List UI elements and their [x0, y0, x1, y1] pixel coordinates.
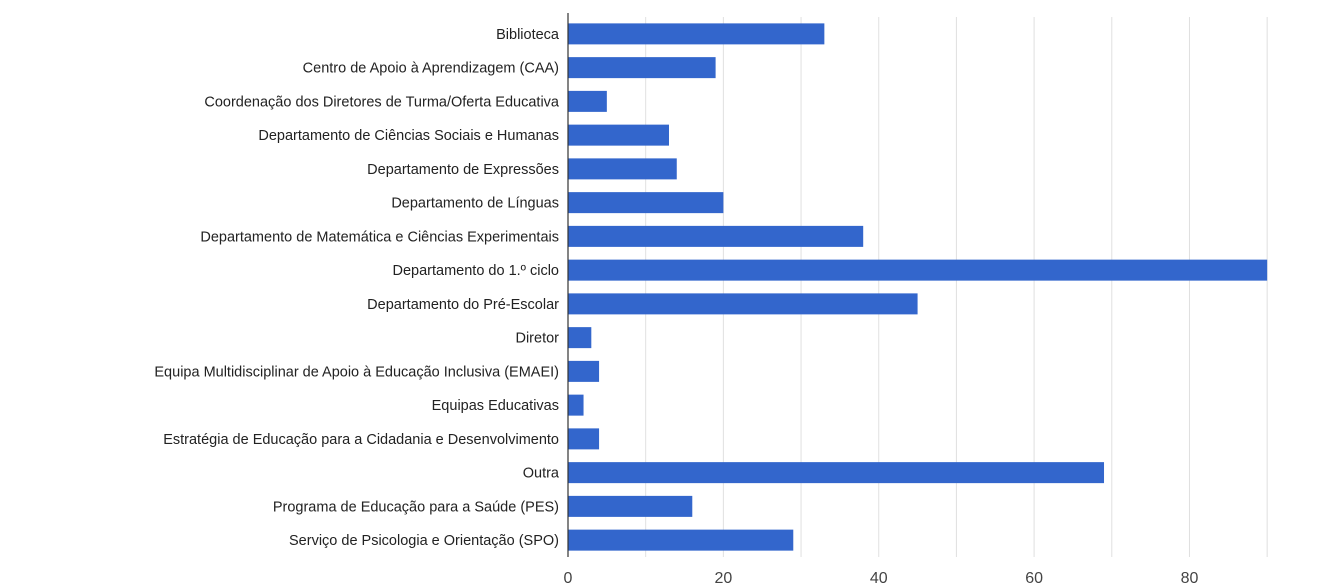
category-label: Departamento do 1.º ciclo [393, 263, 560, 279]
category-label: Departamento do Pré-Escolar [367, 297, 559, 313]
gridlines [645, 17, 1268, 557]
category-label: Departamento de Matemática e Ciências Ex… [200, 229, 559, 245]
x-tick-label: 60 [1025, 570, 1043, 585]
x-tick-label: 40 [870, 570, 888, 585]
category-label: Coordenação dos Diretores de Turma/Ofert… [204, 94, 560, 110]
category-label: Equipa Multidisciplinar de Apoio à Educa… [154, 364, 559, 380]
bar [568, 90, 607, 112]
x-tick-label: 80 [1181, 570, 1199, 585]
bar [568, 57, 716, 79]
category-label: Estratégia de Educação para a Cidadania … [163, 432, 559, 448]
x-tick-labels: 0 20 40 60 80 [564, 570, 1199, 585]
category-label: Departamento de Expressões [367, 162, 559, 178]
category-label: Biblioteca [496, 27, 560, 43]
category-label: Diretor [515, 331, 559, 347]
bar [568, 462, 1105, 484]
category-label: Serviço de Psicologia e Orientação (SPO) [289, 533, 559, 549]
category-label: Departamento de Ciências Sociais e Human… [258, 128, 559, 144]
bar [568, 327, 592, 349]
category-label: Outra [523, 466, 560, 482]
bar [568, 529, 794, 551]
bar [568, 259, 1268, 281]
bar [568, 394, 584, 416]
bar [568, 192, 724, 214]
category-label: Centro de Apoio à Aprendizagem (CAA) [303, 61, 559, 77]
category-label: Programa de Educação para a Saúde (PES) [273, 499, 559, 515]
bar [568, 23, 825, 45]
category-label: Equipas Educativas [432, 398, 559, 414]
bar [568, 158, 677, 180]
bar [568, 360, 600, 382]
bar [568, 428, 600, 450]
x-tick-label: 20 [714, 570, 732, 585]
category-labels: Biblioteca Centro de Apoio à Aprendizagem… [154, 27, 560, 549]
bar [568, 225, 864, 247]
category-label: Departamento de Línguas [391, 196, 559, 212]
bar [568, 495, 693, 517]
bar [568, 124, 669, 146]
bars [568, 23, 1268, 551]
x-tick-label: 0 [564, 570, 573, 585]
bar [568, 293, 918, 315]
